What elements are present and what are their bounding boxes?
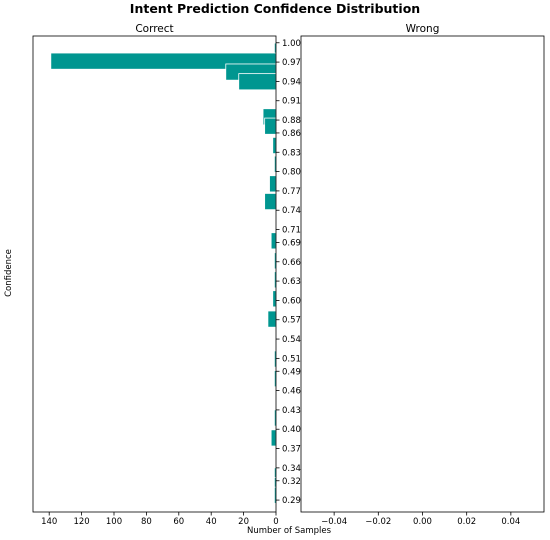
x-tick-label: −0.04	[321, 517, 347, 527]
bar	[270, 232, 277, 250]
bar	[238, 73, 277, 91]
y-tick-label: 0.57	[282, 316, 301, 326]
y-tick-label: 0.60	[282, 296, 301, 306]
y-tick-label: 0.83	[282, 148, 301, 158]
x-tick-label: 120	[73, 517, 89, 527]
x-tick-label: −0.02	[365, 517, 391, 527]
y-tick-label: 0.51	[282, 354, 301, 364]
bar	[269, 175, 277, 193]
y-tick-label: 0.94	[282, 77, 301, 87]
x-tick-label: 100	[106, 517, 122, 527]
bar	[272, 290, 277, 308]
panel-correct: Correct 140 120 100 80 60 40 20 0	[32, 23, 279, 527]
y-tick-label: 0.88	[282, 116, 301, 126]
y-tick-label: 0.77	[282, 187, 301, 197]
y-tick-label: 0.37	[282, 445, 301, 455]
x-tick-label: 40	[206, 517, 217, 527]
y-tick-label: 1.00	[282, 39, 301, 49]
y-axis: 1.00 0.97 0.94 0.91 0.88 0.86 0.83 0.80 0.77 0.74…	[276, 39, 301, 506]
y-tick-label: 0.80	[282, 168, 301, 178]
panel-wrong: Wrong −0.04 −0.02 0.00 0.02 0.04	[300, 23, 545, 527]
x-tick-label: 0	[273, 517, 278, 527]
x-tick-label: 80	[141, 517, 152, 527]
y-tick-label: 0.34	[282, 464, 301, 474]
y-tick-label: 0.74	[282, 206, 301, 216]
y-tick-label: 0.86	[282, 129, 301, 139]
bar	[270, 429, 277, 447]
bar	[264, 117, 277, 135]
plot-frame	[300, 35, 545, 513]
panel-title: Correct	[135, 23, 173, 35]
y-tick-label: 0.49	[282, 367, 301, 377]
y-tick-label: 0.46	[282, 387, 301, 397]
plot-frame	[32, 35, 277, 513]
x-tick-label: 0.02	[457, 517, 476, 527]
y-tick-label: 0.63	[282, 277, 301, 287]
y-tick-label: 0.32	[282, 477, 301, 487]
x-tick-label: 140	[41, 517, 57, 527]
bar	[264, 193, 277, 211]
y-tick-label: 0.71	[282, 226, 301, 236]
y-tick-label: 0.91	[282, 97, 301, 107]
panels: Correct 140 120 100 80 60 40 20 0 Wrong −0.04 −0.02…	[32, 23, 545, 527]
y-tick-label: 0.29	[282, 496, 301, 506]
x-tick-label: 60	[173, 517, 184, 527]
y-axis-label: Confidence	[4, 249, 14, 297]
x-tick-label: 0.00	[413, 517, 432, 527]
bar	[272, 136, 277, 154]
y-tick-label: 0.40	[282, 425, 301, 435]
y-tick-label: 0.69	[282, 238, 301, 248]
x-tick-label: 0.04	[501, 517, 520, 527]
y-tick-label: 0.97	[282, 58, 301, 68]
x-tick-label: 20	[238, 517, 249, 527]
y-tick-label: 0.66	[282, 258, 301, 268]
x-axis-label: Number of Samples	[247, 526, 332, 536]
chart-title: Intent Prediction Confidence Distributio…	[130, 1, 420, 16]
panel-title: Wrong	[406, 23, 440, 35]
y-tick-label: 0.43	[282, 406, 301, 416]
bar	[267, 310, 277, 328]
y-tick-label: 0.54	[282, 335, 301, 345]
